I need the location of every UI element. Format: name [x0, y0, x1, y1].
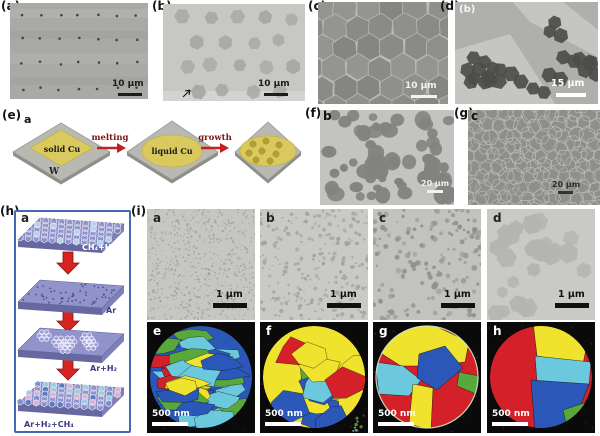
panel-i-ebsd-f: [260, 322, 368, 433]
svg-text:CH₄+H₂: CH₄+H₂: [82, 243, 115, 252]
svg-text:Ar+H₂+CH₄: Ar+H₂+CH₄: [24, 420, 74, 429]
liquid-cu-label: liquid Cu: [151, 146, 192, 156]
panel-e-schematic: solid Cu W melting liquid Cu growth: [12, 120, 302, 185]
sem-a-scalebar: [213, 303, 247, 308]
scalebar-c: [411, 95, 437, 98]
panel-i-ebsd-g: [373, 322, 481, 433]
panel-h-schematic-art: CH₄+H₂ Ar Ar+H₂ Ar+H₂+CH₄: [16, 216, 125, 429]
panel-b-micrograph: [163, 4, 305, 101]
sem-a-art: [147, 209, 255, 320]
tungsten-label: W: [48, 167, 60, 177]
panel-h-box: CH₄+H₂ Ar Ar+H₂ Ar+H₂+CH₄: [14, 210, 131, 433]
panel-g-inner-label: c: [471, 109, 479, 123]
graphene-domains-dots: [245, 137, 283, 165]
ebsd-e-label: e: [153, 324, 162, 338]
sem-b-label: b: [266, 211, 275, 225]
sem-b-art: [260, 209, 368, 320]
ebsd-g-art: [373, 322, 481, 433]
panel-d-micrograph: [455, 2, 598, 104]
scalebar-f: [427, 190, 443, 193]
growth-arrow: growth: [198, 133, 232, 153]
scalebar-label-a: 10 μm: [112, 79, 144, 89]
panel-d-inner-label: (b): [459, 4, 476, 15]
panel-i-sem-b: [260, 209, 368, 320]
substrate-solid-cu: solid Cu W: [12, 122, 111, 185]
solid-cu-film: [29, 129, 94, 167]
panel-i-sem-a: [147, 209, 255, 320]
melting-arrow-head: [117, 143, 126, 153]
sem-d-scalebar: [555, 303, 589, 308]
substrate-growth: [234, 121, 302, 184]
ebsd-f-label: f: [266, 324, 272, 338]
scalebar-g: [558, 191, 573, 194]
sem-c-art: [373, 209, 481, 320]
sem-a-label: a: [153, 211, 162, 225]
melting-arrow: melting: [92, 133, 129, 153]
melting-label: melting: [92, 133, 129, 143]
micrograph-b-art: [163, 4, 305, 101]
ebsd-e-scalebar: [152, 422, 188, 426]
scalebar-label-c: 10 μm: [405, 81, 437, 91]
ebsd-g-scalebar: [378, 422, 414, 426]
ebsd-h-label: h: [493, 324, 502, 338]
micrograph-c-art: [318, 2, 448, 104]
panel-label-i: (i): [131, 204, 147, 218]
scalebar-d: [556, 93, 586, 97]
substrate-liquid-cu: liquid Cu: [126, 120, 219, 184]
panel-a-micrograph: [10, 3, 148, 99]
sem-b-scale-label: 1 μm: [330, 289, 357, 300]
scalebar-a: [118, 93, 142, 96]
growth-arrow-head: [220, 143, 229, 153]
ebsd-f-scale-label: 500 nm: [265, 409, 303, 419]
panel-label-e: (e): [2, 108, 22, 122]
panel-i-sem-d: [487, 209, 595, 320]
panel-c-micrograph: [318, 2, 448, 104]
ebsd-f-art: [260, 322, 368, 433]
micrograph-g-art: [468, 110, 600, 205]
panel-h-inner-label: a: [21, 211, 30, 225]
panel-g-micrograph: [468, 110, 600, 205]
ebsd-e-art: [147, 322, 255, 433]
growth-label: growth: [198, 133, 232, 143]
sem-b-scalebar: [327, 303, 361, 308]
sem-c-label: c: [379, 211, 387, 225]
sem-d-scale-label: 1 μm: [558, 289, 585, 300]
sem-c-scalebar: [441, 303, 475, 308]
svg-text:Ar: Ar: [106, 306, 116, 315]
scalebar-label-g: 20 μm: [552, 180, 581, 189]
micrograph-f-art: [320, 110, 454, 205]
panel-label-f: (f): [305, 106, 322, 120]
svg-text:Ar+H₂: Ar+H₂: [90, 364, 118, 373]
micrograph-a-art: [10, 3, 148, 99]
scalebar-b: [264, 93, 288, 96]
sem-d-art: [487, 209, 595, 320]
panel-i-ebsd-h: [487, 322, 595, 433]
liquid-cu-droplet: [141, 134, 203, 168]
ebsd-g-scale-label: 500 nm: [378, 409, 416, 419]
panel-i-ebsd-e: [147, 322, 255, 433]
panel-f-micrograph: [320, 110, 454, 205]
ebsd-h-scale-label: 500 nm: [492, 409, 530, 419]
panel-i-sem-c: [373, 209, 481, 320]
ebsd-f-scalebar: [265, 422, 301, 426]
scalebar-label-b: 10 μm: [258, 79, 290, 89]
sem-d-label: d: [493, 211, 502, 225]
panel-f-inner-label: b: [323, 109, 332, 123]
scalebar-label-d: 15 μm: [551, 78, 585, 89]
micrograph-d-art: [455, 2, 598, 104]
panel-label-d: (d): [440, 0, 460, 13]
ebsd-h-scalebar: [492, 422, 528, 426]
panel-e-inner-label: a: [24, 113, 32, 126]
scalebar-label-f: 20 μm: [421, 179, 450, 188]
ebsd-h-art: [487, 322, 595, 433]
solid-cu-label: solid Cu: [44, 144, 81, 154]
sem-a-scale-label: 1 μm: [216, 289, 243, 300]
sem-c-scale-label: 1 μm: [444, 289, 471, 300]
ebsd-g-label: g: [379, 324, 388, 338]
ebsd-e-scale-label: 500 nm: [152, 409, 190, 419]
